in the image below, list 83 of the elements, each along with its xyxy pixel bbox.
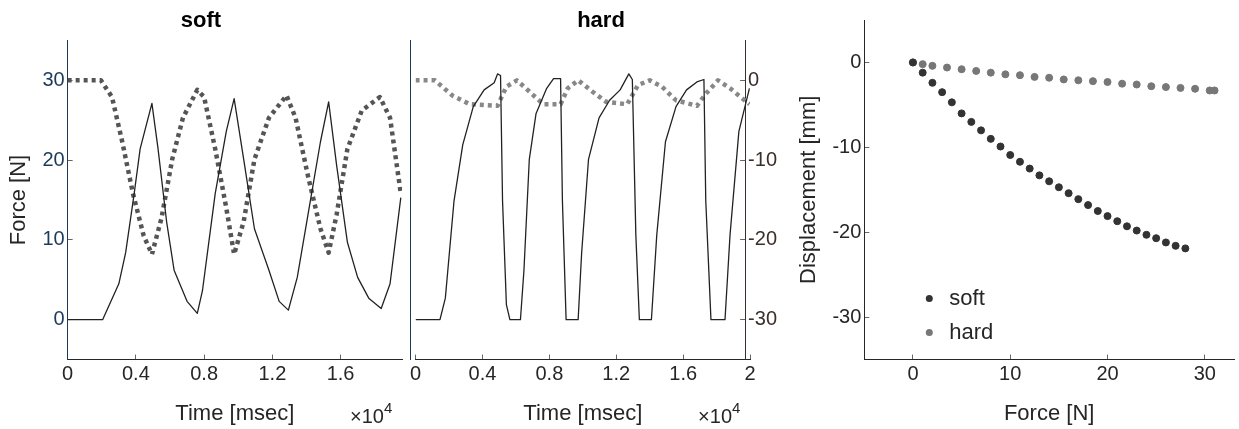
point — [1035, 171, 1044, 180]
chart-title: hard — [577, 7, 625, 33]
chart-title: soft — [180, 7, 222, 33]
y-tick-label: 0 — [53, 307, 65, 330]
point — [1074, 76, 1083, 85]
point — [1161, 238, 1170, 247]
point — [1132, 226, 1141, 235]
y-tick-label: 20 — [42, 147, 65, 170]
point — [1030, 72, 1039, 81]
point — [957, 65, 966, 74]
x-axis-title: Force [N] — [1003, 399, 1095, 425]
x-tick-label: 2 — [744, 362, 756, 385]
x-tick-label: 1.2 — [602, 362, 631, 385]
point — [1074, 195, 1083, 204]
point — [1059, 75, 1068, 84]
x-tick-label: 10 — [999, 362, 1022, 385]
y-axis-title: Force [N] — [5, 154, 31, 246]
x-tick-label: 1.2 — [258, 362, 287, 385]
point — [986, 134, 995, 143]
point — [1001, 70, 1010, 79]
point — [1113, 217, 1122, 226]
x-tick-label: 1.6 — [326, 362, 355, 385]
x-tick-label: 1.6 — [669, 362, 698, 385]
x-tick-label: 0.8 — [535, 362, 564, 385]
y2-tick-label: 0 — [748, 67, 760, 90]
x-tick-label: 0.4 — [121, 362, 150, 385]
y-tick-label: -30 — [832, 304, 862, 327]
x-tick-label: 0.8 — [190, 362, 219, 385]
point — [1025, 164, 1034, 173]
point — [1064, 189, 1073, 198]
point — [1122, 222, 1131, 231]
point — [967, 117, 976, 126]
point — [977, 126, 986, 135]
y-axis-title: Displacement [mm] — [795, 95, 821, 284]
y-tick-label: -10 — [832, 134, 862, 157]
point — [918, 68, 927, 77]
point — [1142, 230, 1151, 239]
point — [1015, 71, 1024, 80]
point — [1006, 150, 1015, 159]
point — [938, 88, 947, 97]
point — [1093, 207, 1102, 216]
point — [943, 63, 951, 72]
point — [1176, 83, 1185, 92]
x-tick-label: 30 — [1193, 362, 1216, 385]
point — [1045, 177, 1054, 186]
point — [1088, 77, 1097, 86]
point — [957, 109, 966, 118]
y-tick-label: -20 — [832, 219, 862, 242]
point — [1015, 157, 1024, 166]
x-axis-title: Time [msec] — [523, 399, 643, 425]
point — [1191, 84, 1200, 93]
point — [996, 142, 1005, 151]
point — [1054, 183, 1063, 192]
point — [972, 66, 981, 75]
point — [1171, 241, 1180, 250]
x-tick-label: 0 — [907, 362, 919, 385]
point — [1147, 82, 1156, 91]
point — [1181, 244, 1190, 253]
point — [1045, 73, 1054, 82]
y-tick-label: 0 — [850, 49, 862, 72]
point — [928, 61, 937, 70]
point — [918, 60, 927, 69]
point — [1132, 80, 1141, 89]
point — [1161, 83, 1170, 92]
y2-tick-label: -20 — [748, 227, 777, 250]
point — [1084, 201, 1093, 210]
point — [986, 68, 995, 77]
point — [1152, 234, 1161, 243]
legend-label: hard — [949, 318, 994, 344]
x-axis-title: Time [msec] — [175, 399, 295, 425]
y2-tick-label: -30 — [748, 307, 777, 330]
x-tick-label: 20 — [1096, 362, 1119, 385]
point — [947, 98, 956, 107]
y-tick-label: 30 — [42, 67, 65, 90]
y-tick-label: 10 — [42, 227, 65, 250]
point — [1103, 77, 1112, 86]
point — [1118, 79, 1127, 88]
x-tick-label: 0 — [410, 362, 422, 385]
point — [1103, 212, 1112, 221]
x-tick-label: 0.4 — [468, 362, 497, 385]
y2-tick-label: -10 — [748, 147, 777, 170]
point — [928, 78, 937, 87]
legend-label: soft — [949, 284, 985, 310]
